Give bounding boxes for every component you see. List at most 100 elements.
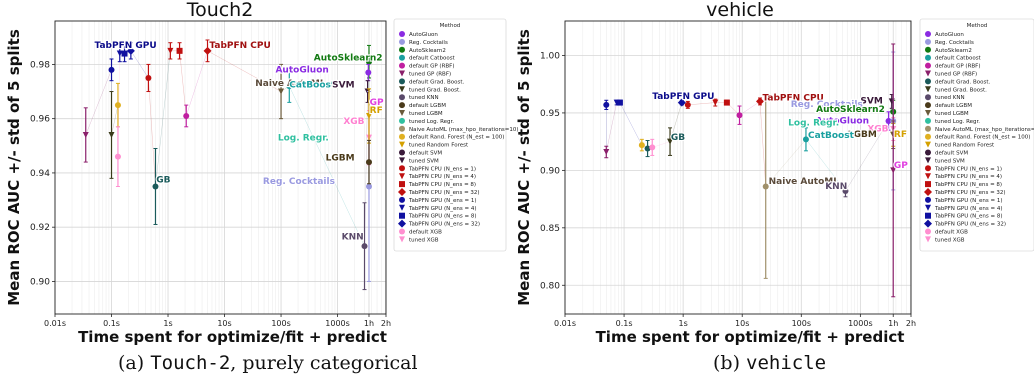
chart-title: Touch2 [186, 0, 254, 21]
legend-marker [925, 173, 931, 180]
legend-label: default XGB [935, 230, 968, 236]
legend-marker [399, 173, 405, 180]
legend-label: Reg. Cocktails [935, 40, 974, 46]
method-annotation: LGBM [848, 130, 877, 140]
connector-line [111, 105, 119, 135]
data-point [649, 144, 656, 151]
data-point [888, 98, 895, 105]
connector-line [207, 50, 282, 92]
method-annotation: KNN [342, 232, 364, 242]
legend-title: Method [967, 23, 988, 29]
x-tick-label: 10s [217, 319, 231, 328]
data-point [121, 50, 128, 57]
x-tick-label: 1000s [848, 319, 873, 328]
legend-marker [925, 228, 931, 235]
x-tick-label: 2h [906, 319, 916, 328]
legend-label: AutoGluon [409, 32, 438, 38]
data-point [108, 66, 115, 73]
legend-label: TabPFN GPU (N_ens = 4) [934, 206, 1003, 212]
y-tick-label: 0.95 [540, 109, 560, 119]
legend-marker [925, 212, 931, 219]
data-point [176, 47, 183, 54]
legend-label: tuned Random Forest [935, 143, 995, 149]
figure: Touch2 0.01s 0.1s 1s 10s 100s 1000s 1h 2h 0.90 0.9… [5, 0, 1034, 345]
method-annotation: AutoSklearn2 [816, 105, 885, 115]
legend-marker [925, 54, 931, 61]
legend-label: tuned XGB [935, 237, 965, 243]
y-tick-label: 1.00 [540, 51, 560, 61]
legend-marker [399, 196, 405, 203]
y-tick-label: 0.92 [30, 223, 50, 233]
data-point [183, 112, 190, 119]
legend-label: TabPFN GPU (N_ens = 1) [934, 198, 1003, 204]
method-annotation: RF [894, 130, 907, 140]
legend-label: default Grad. Boost. [409, 79, 465, 85]
data-point [203, 46, 212, 55]
y-tick-label: 0.98 [30, 60, 50, 70]
data-point [114, 153, 121, 160]
legend-label: default GP (RBF) [409, 64, 454, 70]
legend-marker [925, 38, 931, 45]
caption-a: (a) Touch-2, purely categorical [118, 352, 418, 374]
method-annotation: Naive AutoML [255, 79, 326, 89]
legend-marker [925, 117, 931, 124]
legend-label: AutoGluon [935, 32, 964, 38]
legend-marker [399, 31, 405, 37]
data-point [603, 101, 610, 108]
legend-marker [399, 165, 405, 172]
legend-marker [925, 102, 931, 109]
connector-line [687, 102, 716, 106]
legend-label: TabPFN GPU (N_ens = 8) [408, 214, 477, 220]
connector-line [85, 69, 112, 136]
legend-label: tuned Log. Regr. [409, 119, 454, 125]
legend-marker [399, 38, 405, 45]
method-annotation: GB [671, 133, 685, 143]
data-point [667, 138, 674, 145]
legend-marker [399, 70, 405, 77]
data-point [278, 88, 285, 95]
legend-marker [399, 133, 405, 140]
caption-a-letter: (a) [118, 352, 145, 374]
legend-marker [925, 149, 931, 156]
connector-line [289, 86, 365, 247]
connector-line [669, 102, 683, 142]
legend-label: tuned Log. Regr. [935, 119, 980, 125]
legend-marker [399, 236, 405, 243]
legend-label: default LGBM [935, 103, 972, 109]
x-tick-label: 0.1s [103, 319, 120, 328]
data-point [365, 69, 372, 76]
data-point [762, 183, 769, 190]
legend-marker [924, 188, 932, 196]
legend-label: default Rand. Forest (N_est = 100) [935, 135, 1030, 141]
y-axis-label: Mean ROC AUC +/- std of 5 splits [5, 29, 23, 306]
legend-label: tuned LGBM [935, 111, 969, 117]
legend-marker [399, 86, 405, 93]
y-tick-label: 0.94 [30, 169, 50, 179]
x-tick-label: 100s [792, 319, 811, 328]
legend-label: TabPFN CPU (N_ens = 1) [408, 166, 476, 172]
legend-marker [925, 157, 931, 164]
legend-label: default LGBM [409, 103, 446, 109]
method-annotation: AutoGluon [275, 66, 328, 76]
method-annotation: AutoSklearn2 [314, 53, 383, 63]
chart-title: vehicle [706, 0, 774, 21]
legend-marker [925, 70, 931, 77]
legend-marker [399, 54, 405, 61]
legend-marker [925, 110, 931, 116]
legend-label: AutoSklearn2 [935, 48, 972, 54]
method-annotation: Naive AutoML [769, 177, 840, 187]
data-point [82, 131, 89, 138]
data-point [890, 167, 897, 174]
data-point [365, 112, 372, 119]
method-annotation: CatBoost [289, 80, 336, 90]
legend-label: Naive AutoML (max_hpo_iterations=10) [409, 127, 519, 133]
legend-label: tuned KNN [409, 95, 439, 101]
legend-label: default Rand. Forest (N_est = 100) [409, 135, 504, 141]
legend-marker [399, 149, 405, 156]
plot-frame [564, 20, 912, 315]
legend-marker [925, 78, 931, 85]
legend-label: Reg. Cocktails [409, 40, 448, 46]
data-point [365, 183, 372, 190]
method-annotation: RF [370, 106, 383, 116]
caption-a-rest: , purely categorical [230, 352, 418, 374]
